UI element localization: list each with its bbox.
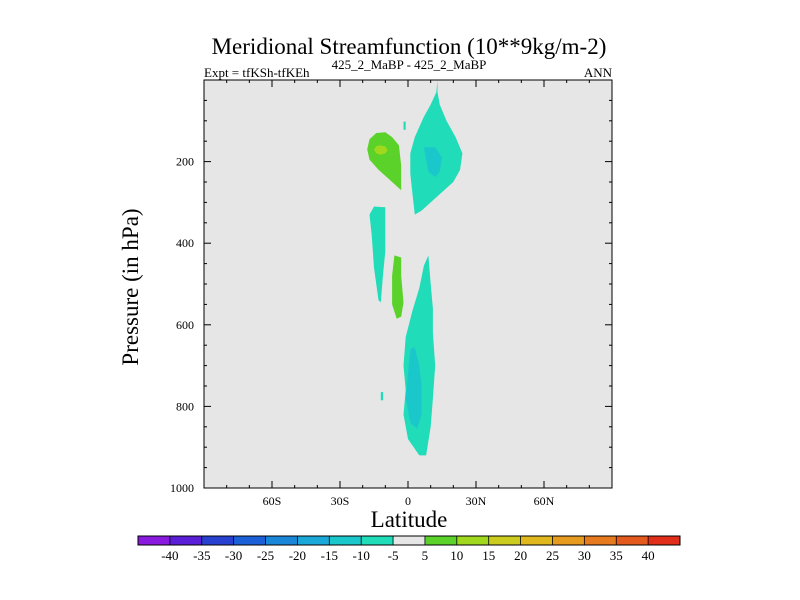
y-tick-label-1: 400: [176, 236, 194, 250]
colorbar-label-0: -40: [161, 548, 178, 563]
colorbar-box-1: [169, 536, 203, 545]
colorbar-box-2: [201, 536, 234, 545]
y-tick-label-0: 200: [176, 155, 194, 169]
colorbar-label-8: 5: [422, 548, 429, 563]
colorbar-box-8: [393, 536, 426, 545]
colorbar-label-7: -5: [388, 548, 399, 563]
contour-region-4: [374, 145, 388, 155]
colorbar-label-13: 30: [578, 548, 591, 563]
colorbar-box-16: [648, 536, 681, 545]
colorbar-box-11: [488, 536, 521, 545]
colorbar-box-14: [584, 536, 617, 545]
colorbar-label-15: 40: [642, 548, 655, 563]
colorbar-frame: [137, 535, 681, 546]
colorbar-box-4: [265, 536, 298, 545]
colorbar-label-6: -10: [353, 548, 370, 563]
colorbar-box-3: [233, 536, 266, 545]
contour-region-3: [367, 132, 402, 191]
colorbar-box-0: [138, 536, 171, 545]
y-tick-label-4: 1000: [170, 481, 194, 495]
contour-regions: [367, 80, 463, 456]
x-tick-label-1: 30S: [331, 494, 350, 508]
contour-region-1: [423, 147, 442, 178]
x-tick-label-3: 30N: [466, 494, 487, 508]
contour-region-2: [403, 121, 406, 130]
colorbar-label-11: 20: [514, 548, 527, 563]
colorbar-box-10: [456, 536, 489, 545]
colorbar-label-10: 15: [482, 548, 495, 563]
x-tick-label-4: 60N: [534, 494, 555, 508]
chart-subtitle-right: ANN: [584, 65, 613, 80]
colorbar-label-5: -15: [321, 548, 338, 563]
colorbar-box-15: [616, 536, 649, 545]
contour-region-6: [392, 255, 404, 319]
x-axis-label: Latitude: [371, 507, 448, 532]
plot-area: 60S 30S 0 30N 60N 200 400 600 800 1000: [170, 79, 613, 508]
x-tick-label-2: 0: [405, 494, 411, 508]
chart-subtitle-left: Expt = tfKSh-tfKEh: [204, 65, 310, 80]
colorbar-box-6: [329, 536, 362, 545]
colorbar-label-2: -30: [225, 548, 242, 563]
contour-region-9: [380, 392, 384, 401]
contour-region-0: [410, 80, 463, 215]
colorbar: -40 -35 -30 -25 -20 -15 -10 -5 5 10 15 20 25 30 35 40: [137, 535, 681, 563]
colorbar-box-5: [297, 536, 330, 545]
chart-title: Meridional Streamfunction (10**9kg/m-2): [212, 34, 607, 59]
colorbar-box-13: [552, 536, 585, 545]
contour-region-5: [369, 206, 386, 303]
y-axis-label: Pressure (in hPa): [118, 208, 143, 365]
y-tick-label-2: 600: [176, 318, 194, 332]
colorbar-box-7: [361, 536, 394, 545]
colorbar-label-3: -25: [257, 548, 274, 563]
x-axis-ticks: 60S 30S 0 30N 60N: [226, 80, 590, 508]
y-tick-label-3: 800: [176, 399, 194, 413]
colorbar-label-4: -20: [289, 548, 306, 563]
contour-region-8: [405, 347, 422, 429]
colorbar-label-1: -35: [193, 548, 210, 563]
colorbar-label-9: 10: [450, 548, 463, 563]
y-axis-ticks: 200 400 600 800 1000: [170, 99, 612, 495]
x-tick-label-0: 60S: [263, 494, 282, 508]
colorbar-box-9: [424, 536, 458, 545]
colorbar-label-12: 25: [546, 548, 559, 563]
colorbar-label-14: 35: [610, 548, 623, 563]
chart-subtitle-center: 425_2_MaBP - 425_2_MaBP: [332, 57, 487, 72]
colorbar-box-12: [520, 536, 553, 545]
